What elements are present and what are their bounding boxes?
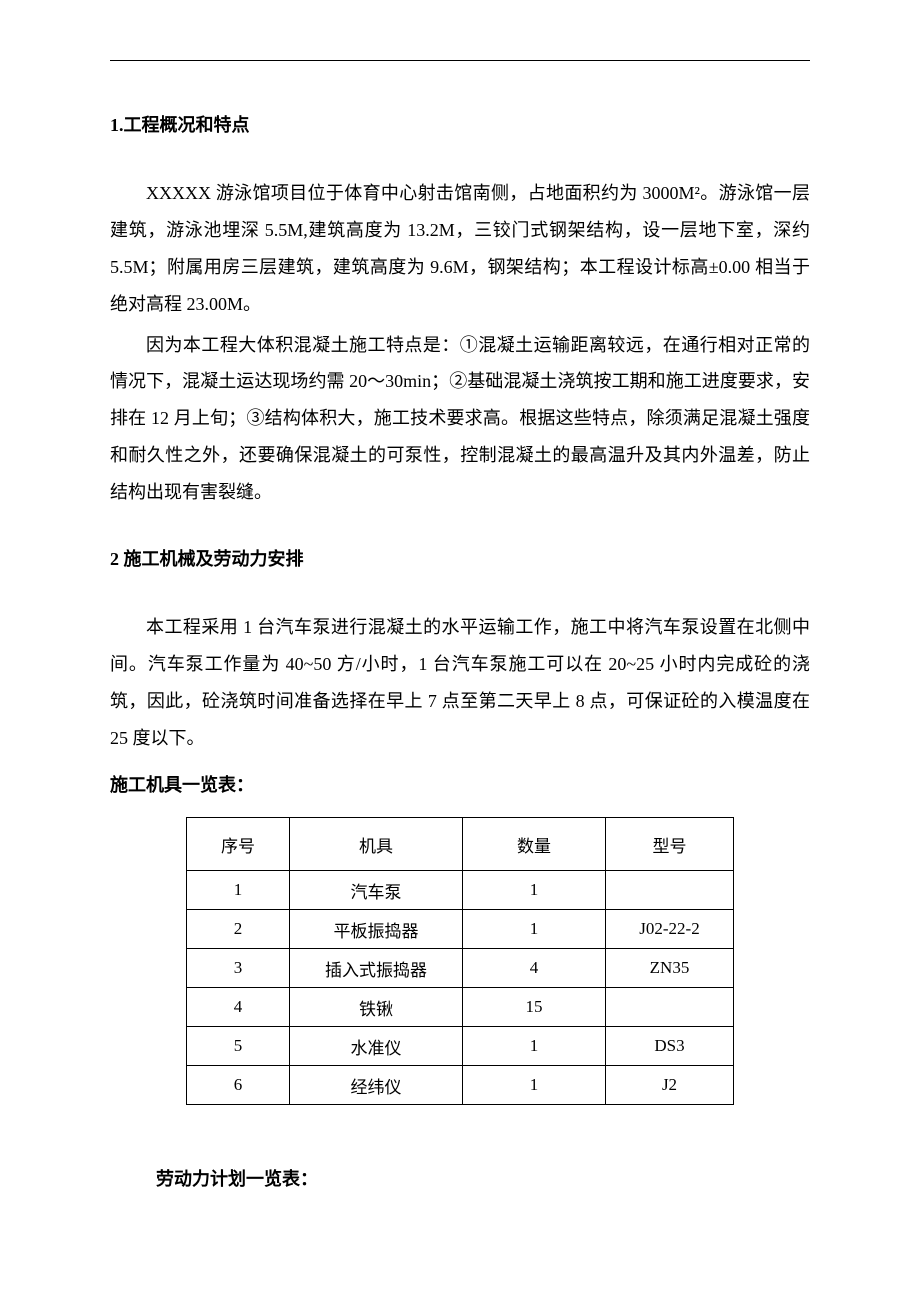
table-cell: 水准仪	[290, 1027, 463, 1066]
section1-heading: 1.工程概况和特点	[110, 111, 810, 137]
section1-para1: XXXXX 游泳馆项目位于体育中心射击馆南侧，占地面积约为 3000M²。游泳馆…	[110, 175, 810, 323]
section1-para2: 因为本工程大体积混凝土施工特点是：①混凝土运输距离较远，在通行相对正常的情况下，…	[110, 327, 810, 511]
table-row: 3 插入式振捣器 4 ZN35	[187, 949, 734, 988]
table-row: 2 平板振捣器 1 J02-22-2	[187, 910, 734, 949]
table-header-cell: 机具	[290, 818, 463, 871]
table-header-cell: 序号	[187, 818, 290, 871]
table-cell	[606, 871, 734, 910]
table-cell: 5	[187, 1027, 290, 1066]
section2-para1: 本工程采用 1 台汽车泵进行混凝土的水平运输工作，施工中将汽车泵设置在北侧中间。…	[110, 609, 810, 757]
table-cell: 4	[187, 988, 290, 1027]
table-row: 6 经纬仪 1 J2	[187, 1066, 734, 1105]
table-header-cell: 型号	[606, 818, 734, 871]
table-cell: 4	[463, 949, 606, 988]
tool-table-title: 施工机具一览表：	[110, 767, 810, 804]
table-cell: DS3	[606, 1027, 734, 1066]
table-cell: 2	[187, 910, 290, 949]
labor-plan-heading: 劳动力计划一览表：	[156, 1165, 810, 1191]
tool-table: 序号 机具 数量 型号 1 汽车泵 1 2 平板振捣器 1 J02-22-2 3…	[186, 817, 734, 1105]
table-cell: 3	[187, 949, 290, 988]
table-cell: 插入式振捣器	[290, 949, 463, 988]
table-cell: 1	[187, 871, 290, 910]
table-cell: 1	[463, 1066, 606, 1105]
table-cell: 铁锹	[290, 988, 463, 1027]
table-cell: ZN35	[606, 949, 734, 988]
table-header-cell: 数量	[463, 818, 606, 871]
page: 1.工程概况和特点 XXXXX 游泳馆项目位于体育中心射击馆南侧，占地面积约为 …	[0, 0, 920, 1302]
table-cell: 15	[463, 988, 606, 1027]
table-row: 4 铁锹 15	[187, 988, 734, 1027]
table-cell: J2	[606, 1066, 734, 1105]
table-cell: 1	[463, 1027, 606, 1066]
table-cell: 6	[187, 1066, 290, 1105]
table-cell: 经纬仪	[290, 1066, 463, 1105]
table-cell: J02-22-2	[606, 910, 734, 949]
table-cell	[606, 988, 734, 1027]
spacer	[110, 515, 810, 545]
table-cell: 1	[463, 871, 606, 910]
top-rule	[110, 60, 810, 61]
table-cell: 平板振捣器	[290, 910, 463, 949]
table-row: 1 汽车泵 1	[187, 871, 734, 910]
section2-heading: 2 施工机械及劳动力安排	[110, 545, 810, 571]
table-cell: 汽车泵	[290, 871, 463, 910]
table-cell: 1	[463, 910, 606, 949]
table-header-row: 序号 机具 数量 型号	[187, 818, 734, 871]
table-row: 5 水准仪 1 DS3	[187, 1027, 734, 1066]
